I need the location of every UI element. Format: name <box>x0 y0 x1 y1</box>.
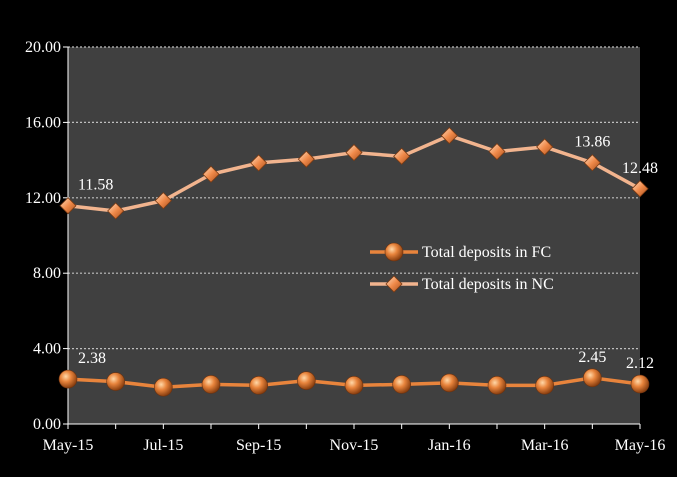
x-tick-label: Jul-15 <box>143 437 183 454</box>
data-label: 13.86 <box>574 134 610 151</box>
x-tick-label: Nov-15 <box>330 437 379 454</box>
fc-data-point <box>440 373 459 393</box>
fc-data-point <box>344 376 364 395</box>
y-tick-label: 12.00 <box>25 190 61 207</box>
fc-data-point <box>392 375 411 394</box>
x-tick-label: May-16 <box>615 437 666 454</box>
fc-data-point <box>630 374 650 394</box>
plot-area <box>68 47 640 424</box>
data-label: 2.45 <box>578 349 606 366</box>
fc-data-point <box>297 371 316 390</box>
fc-data-point <box>201 375 221 394</box>
nc-data-point <box>202 165 220 183</box>
y-tick-label: 4.00 <box>33 341 61 358</box>
nc-data-point <box>297 150 315 168</box>
nc-data-point <box>154 192 172 210</box>
y-tick-label: 0.00 <box>33 416 61 433</box>
nc-data-point <box>488 143 506 161</box>
nc-data-point <box>440 127 458 145</box>
legend-label: Total deposits in NC <box>422 276 554 293</box>
fc-data-point <box>106 372 125 391</box>
legend-label: Total deposits in FC <box>422 244 551 261</box>
fc-data-point <box>535 376 554 395</box>
nc-data-point <box>107 202 125 220</box>
nc-data-point <box>583 154 601 172</box>
nc-data-point <box>250 154 268 172</box>
x-tick-label: Sep-15 <box>236 437 281 454</box>
legend-marker-nc <box>385 275 403 293</box>
nc-data-point <box>59 197 77 215</box>
data-label: 12.48 <box>622 160 658 177</box>
data-label: 2.38 <box>78 350 106 367</box>
nc-data-point <box>631 180 649 198</box>
y-tick-label: 8.00 <box>33 265 61 282</box>
x-tick-label: Mar-16 <box>521 437 569 454</box>
data-label: 2.12 <box>626 355 654 372</box>
fc-data-point <box>58 369 78 389</box>
nc-data-point <box>345 143 363 162</box>
fc-data-point <box>249 376 268 395</box>
y-tick-label: 20.00 <box>25 39 61 56</box>
fc-data-point <box>487 376 507 395</box>
y-tick-label: 16.00 <box>25 114 61 131</box>
x-tick-label: May-15 <box>43 437 94 454</box>
nc-data-point <box>536 138 554 156</box>
nc-data-point <box>393 147 411 165</box>
x-tick-label: Jan-16 <box>428 437 471 454</box>
data-label: 11.58 <box>78 177 113 194</box>
legend-marker-fc <box>384 242 404 262</box>
fc-data-point <box>583 368 602 388</box>
fc-data-point <box>154 377 173 397</box>
